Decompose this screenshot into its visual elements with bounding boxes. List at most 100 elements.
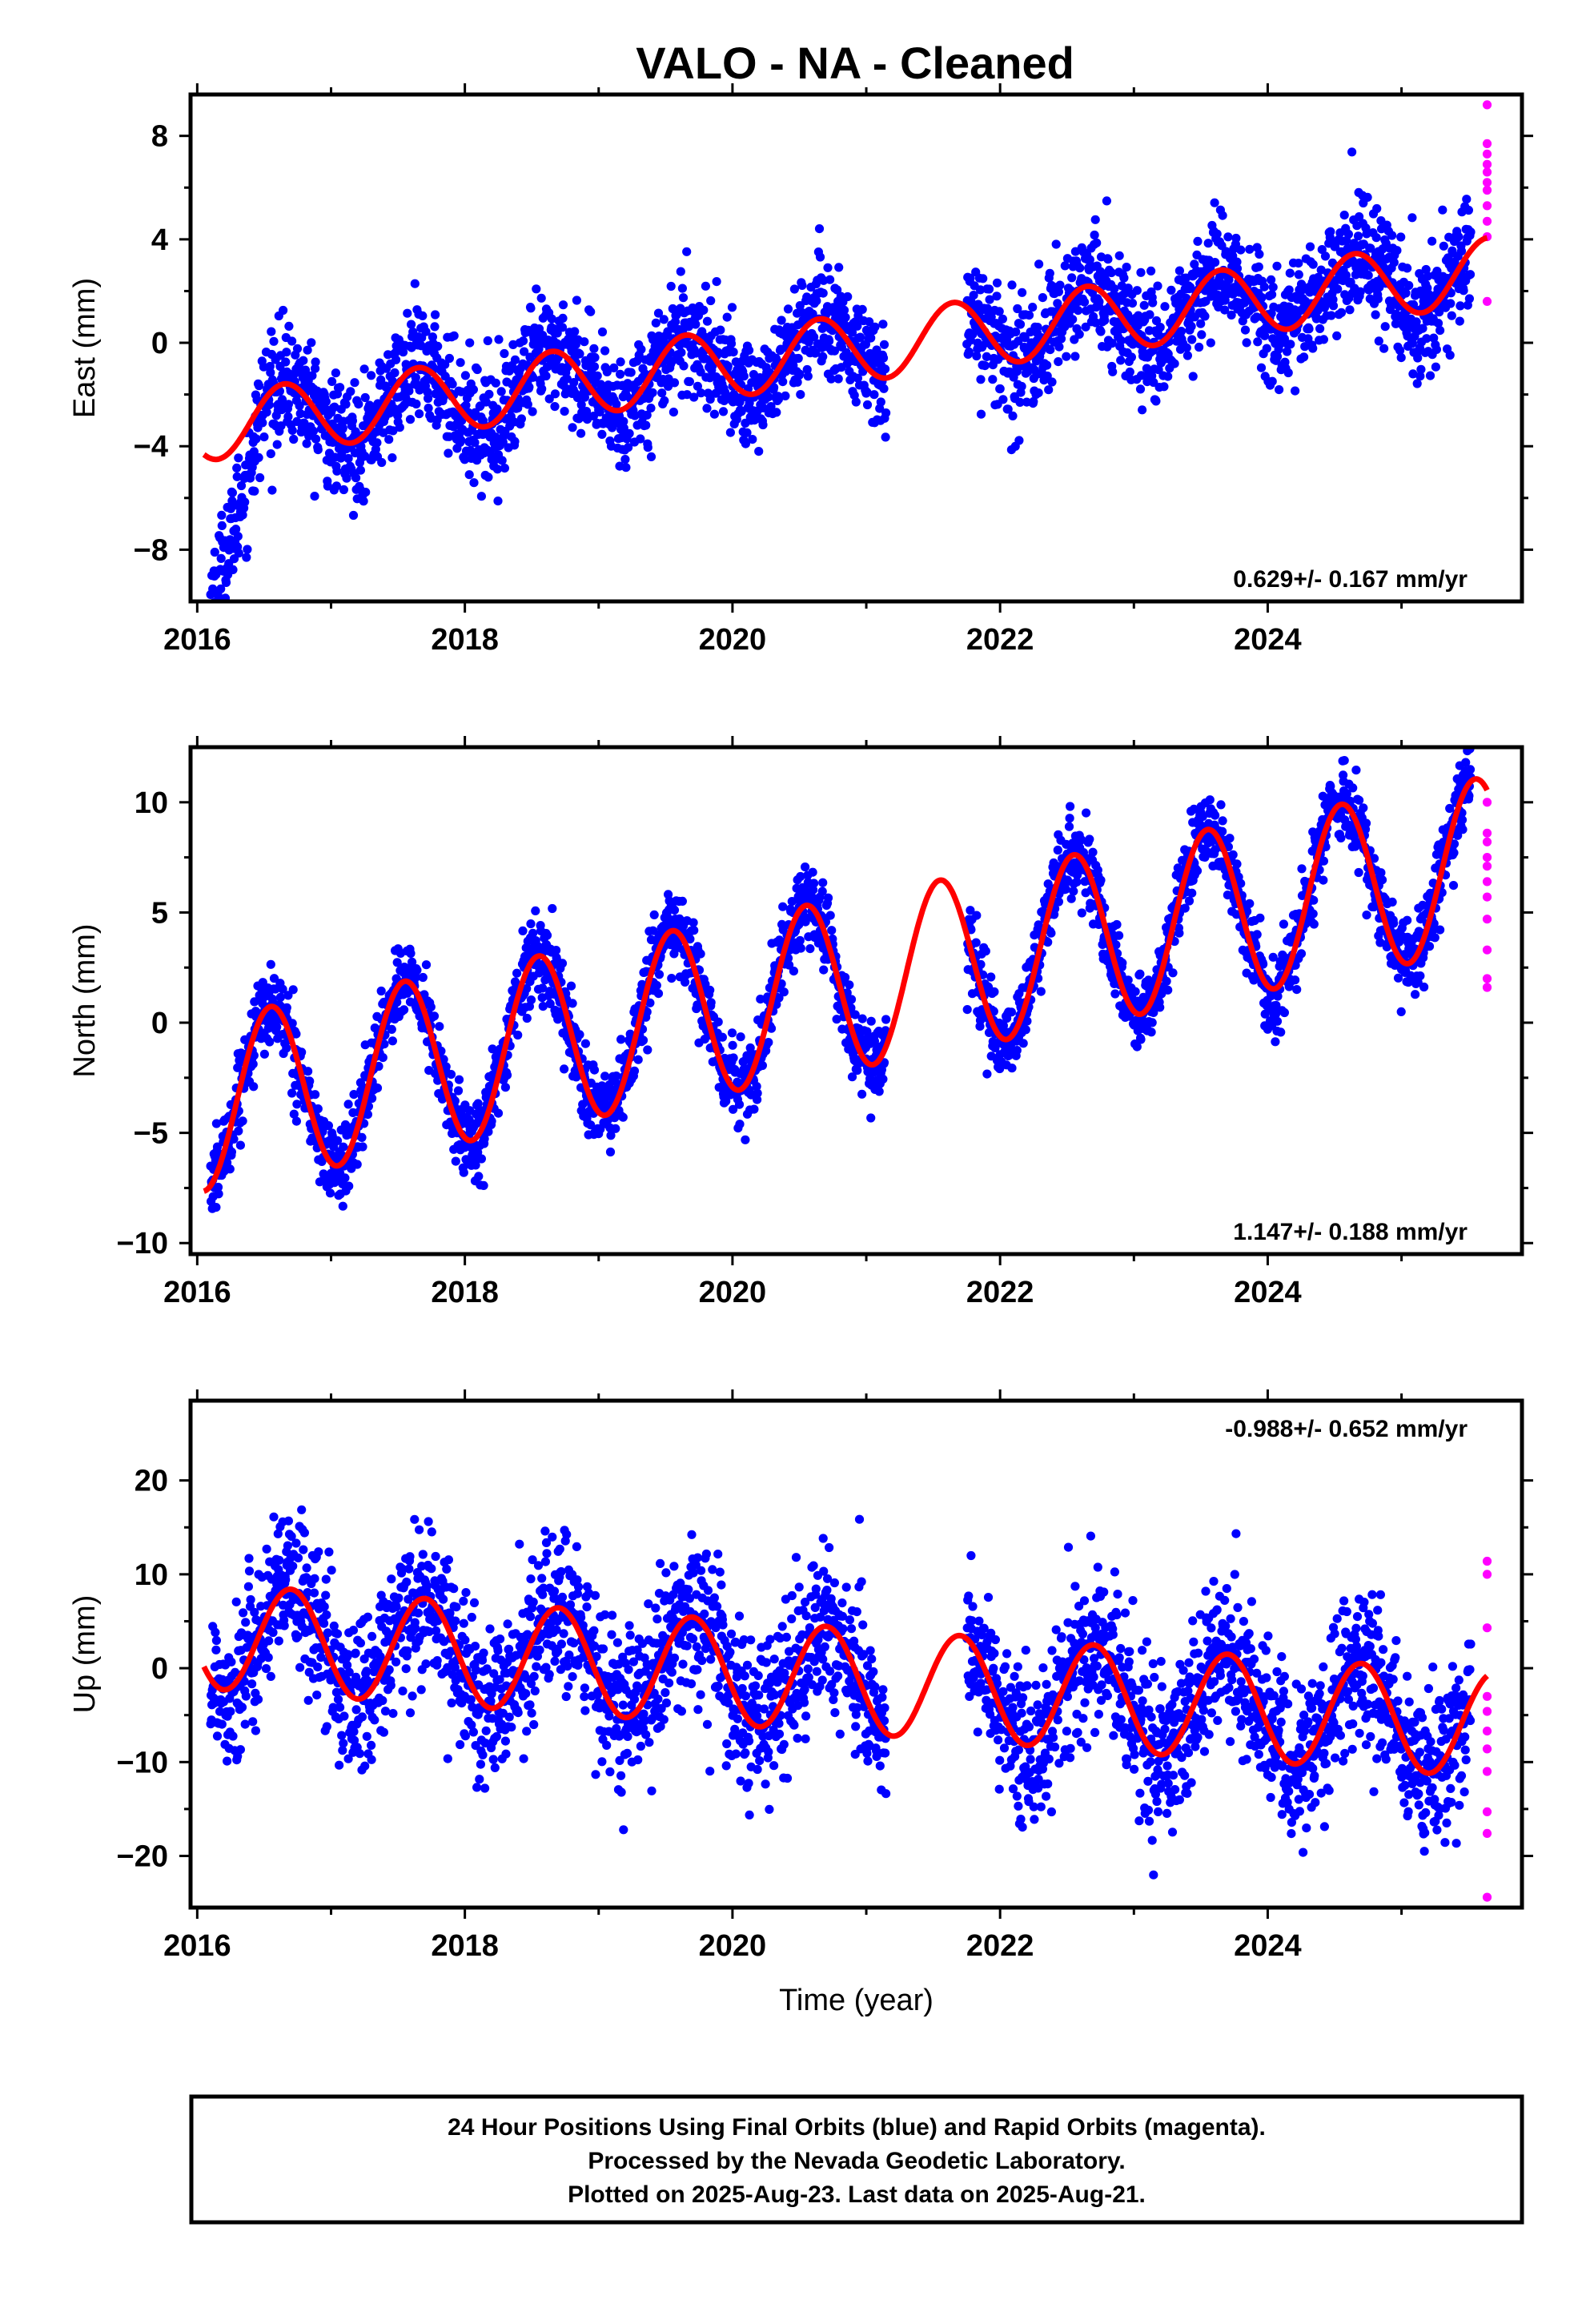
final-data-point [1363, 271, 1373, 280]
final-data-point [1456, 246, 1467, 256]
final-data-point [881, 1026, 890, 1035]
final-data-point [1034, 388, 1043, 398]
final-data-point [847, 328, 857, 337]
final-data-point [1092, 238, 1102, 247]
final-data-point [563, 363, 572, 372]
final-data-point [748, 435, 757, 444]
final-data-point [433, 341, 443, 351]
rapid-data-point [1482, 149, 1492, 159]
final-data-point [833, 285, 842, 295]
final-data-point [1404, 280, 1414, 291]
final-data-point [476, 492, 487, 501]
final-data-point [651, 318, 661, 328]
final-data-point [259, 1049, 269, 1059]
final-data-point [734, 1100, 745, 1109]
final-data-point [423, 374, 432, 384]
y-tick-label: 0 [151, 327, 168, 360]
final-data-point [487, 1116, 496, 1126]
final-data-point [500, 1083, 511, 1092]
final-data-point [311, 364, 320, 373]
final-data-point [978, 274, 988, 283]
final-data-point [702, 404, 712, 413]
final-data-point [576, 400, 586, 410]
final-data-point [558, 313, 568, 323]
final-data-point [350, 378, 359, 388]
final-data-point [403, 308, 412, 318]
final-data-point [727, 1028, 737, 1038]
final-data-point [1036, 987, 1046, 996]
final-data-point [1456, 301, 1465, 311]
final-data-point [552, 946, 561, 955]
final-data-point [1136, 267, 1146, 277]
final-data-point [461, 400, 471, 410]
final-data-point [1327, 311, 1336, 320]
final-data-point [1421, 264, 1431, 275]
final-data-point [1119, 273, 1129, 283]
final-data-point [866, 1113, 876, 1123]
final-data-point [243, 545, 252, 554]
final-data-point [384, 435, 394, 444]
final-data-point [1136, 371, 1146, 380]
final-data-point [1188, 372, 1198, 381]
final-data-point [722, 312, 732, 322]
final-data-point [874, 1087, 884, 1096]
final-data-point [1355, 287, 1365, 296]
final-data-point [1218, 211, 1227, 220]
final-data-point [550, 402, 560, 412]
final-data-point [479, 1180, 488, 1190]
final-data-point [676, 267, 685, 276]
final-data-point [566, 981, 576, 991]
final-data-point [1373, 294, 1383, 304]
final-data-point [998, 314, 1007, 324]
final-data-point [292, 344, 303, 353]
final-data-point [343, 1100, 353, 1109]
final-data-point [766, 402, 776, 412]
final-data-point [1396, 353, 1406, 363]
final-data-point [797, 280, 807, 290]
final-data-point [287, 1088, 297, 1098]
final-data-point [1136, 1035, 1146, 1044]
final-data-point [1090, 230, 1099, 240]
final-data-point [255, 472, 265, 483]
final-data-point [1135, 969, 1145, 979]
final-data-point [211, 1203, 221, 1212]
final-data-point [1074, 306, 1083, 316]
final-data-point [283, 412, 293, 421]
final-data-point [1272, 261, 1282, 271]
final-data-point [580, 1039, 591, 1048]
y-tick-label: −4 [134, 430, 168, 464]
final-data-point [702, 316, 713, 326]
final-data-point [699, 305, 709, 315]
final-data-point [778, 902, 788, 911]
final-data-point [1336, 308, 1347, 317]
final-data-point [1108, 367, 1118, 376]
final-data-point [233, 532, 243, 541]
final-data-point [407, 957, 417, 967]
final-data-point [969, 291, 978, 300]
final-data-point [451, 1156, 460, 1166]
final-data-point [311, 1090, 320, 1100]
final-data-point [1054, 342, 1064, 352]
final-data-point [992, 292, 1002, 301]
final-data-point [878, 320, 888, 329]
final-data-point [1464, 294, 1474, 304]
final-data-point [1372, 203, 1382, 214]
final-data-point [332, 466, 342, 476]
final-data-point [379, 1039, 389, 1049]
final-data-point [390, 368, 400, 378]
x-tick-label: 2016 [163, 623, 231, 657]
final-data-point [542, 931, 552, 940]
final-data-point [1096, 327, 1106, 336]
final-data-point [1134, 311, 1143, 320]
final-data-point [493, 497, 503, 506]
final-data-point [400, 1005, 409, 1015]
final-data-point [307, 338, 316, 348]
final-data-point [470, 438, 480, 448]
final-data-point [641, 420, 651, 430]
final-data-point [421, 960, 432, 970]
final-data-point [387, 1036, 397, 1046]
final-data-point [272, 1022, 282, 1031]
final-data-point [705, 394, 715, 404]
final-data-point [862, 1027, 872, 1036]
final-data-point [391, 355, 401, 364]
